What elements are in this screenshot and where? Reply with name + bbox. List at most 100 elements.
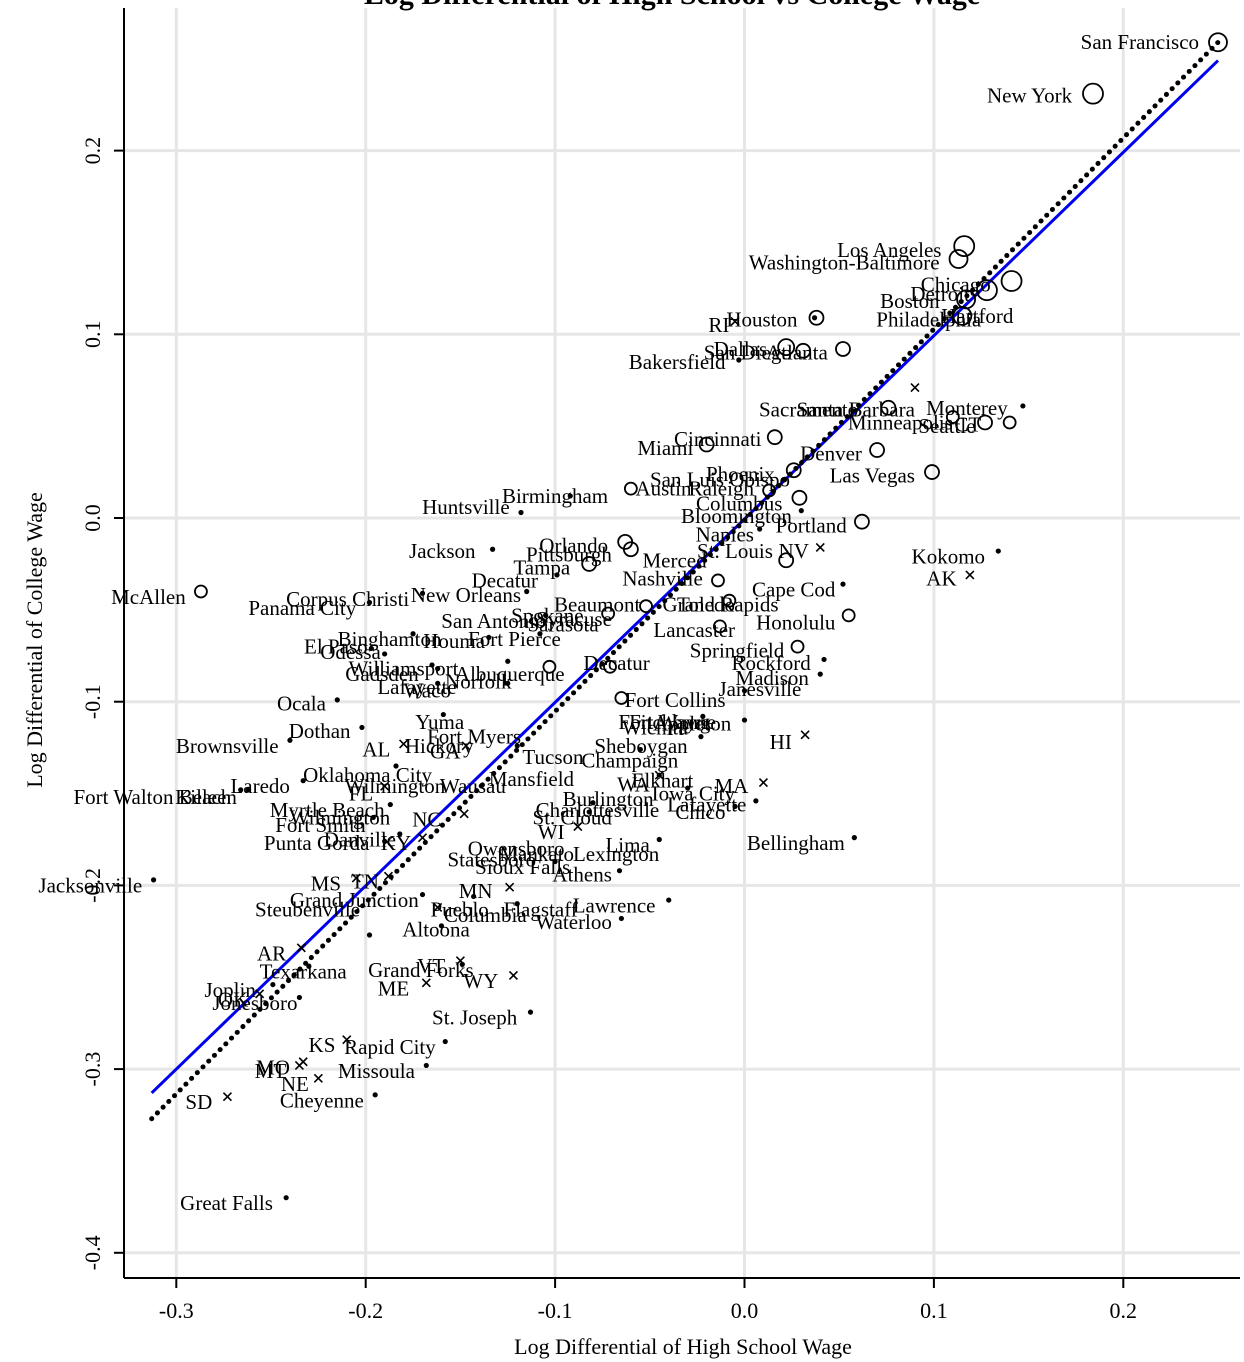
city-label: MA [714, 774, 749, 798]
dot-marker [366, 932, 373, 938]
city-label: Huntsville [422, 495, 510, 519]
city-label: Wausau [440, 774, 506, 798]
dot-marker [505, 658, 511, 664]
city-label: Appleton [653, 712, 732, 736]
city-label: San Luis Obispo [650, 467, 790, 491]
dot-marker [368, 645, 374, 652]
x-marker [815, 542, 825, 552]
dot-marker [300, 778, 306, 784]
dot-marker [393, 763, 399, 769]
city-label: Joplin [205, 978, 257, 1002]
city-label: Missoula [338, 1059, 416, 1083]
dot-marker [419, 590, 426, 596]
circle-marker [976, 279, 998, 302]
city-label: Cape Cod [752, 578, 836, 602]
city-label: Chicago [921, 273, 991, 297]
x-marker [459, 809, 469, 819]
city-label: Danville [324, 827, 396, 851]
dot-marker [821, 656, 827, 663]
city-labels: San Francisco New York Los AngelesWashingt… [38, 30, 1199, 1215]
x-marker [313, 1073, 323, 1083]
dot-marker [713, 546, 719, 552]
dot-marker [552, 858, 558, 865]
city-label: Wilmington [290, 805, 391, 829]
dot-marker [736, 357, 742, 363]
city-label: Owensboro [468, 837, 565, 861]
dot-marker [656, 836, 662, 843]
city-label: Las Vegas [830, 464, 915, 488]
city-label: Elkhart [632, 769, 694, 793]
city-label: FL [349, 782, 374, 806]
city-label: Fitchburg [629, 710, 711, 734]
dot-marker [442, 1038, 448, 1045]
city-label: OK [218, 987, 248, 1011]
x-marker [222, 1092, 233, 1102]
circle-marker [808, 309, 825, 326]
city-label: Grand Rapids [663, 592, 779, 616]
circle-marker [542, 659, 557, 674]
dot-marker [505, 680, 511, 686]
y-axis-label: Log Differential of College Wage [22, 492, 47, 788]
chart-title: Log Differential of High School vs Colle… [364, 0, 980, 11]
dot-marker [518, 509, 524, 516]
dot-marker [741, 717, 748, 723]
city-label: Wilmington [345, 774, 446, 798]
x-marker [461, 741, 471, 751]
city-label: St. Louis [697, 539, 773, 563]
circle-marker [766, 429, 783, 446]
dot-marker [753, 798, 759, 804]
city-label: Washington-Baltimore [749, 251, 940, 275]
x-tick-label: 0.0 [731, 1298, 759, 1323]
city-label: Nashville [622, 567, 702, 591]
city-label: Fort Collins [625, 688, 726, 712]
circle-marker [841, 608, 856, 623]
city-label: MN [459, 879, 493, 903]
fit-line [150, 59, 1220, 1095]
city-label: Pittsburgh [526, 543, 612, 567]
city-label: Madison [735, 666, 809, 690]
circle-marker [953, 235, 976, 258]
x-marker [573, 822, 583, 832]
dot-marker [700, 713, 706, 719]
city-label: AK [926, 567, 956, 591]
dot-marker [440, 711, 446, 718]
city-label: San Diego [704, 341, 792, 365]
dot-marker [798, 508, 804, 514]
dot-marker [586, 809, 592, 815]
city-label: Corpus Christi [286, 587, 409, 611]
circle-marker [712, 619, 727, 634]
x-marker [433, 902, 443, 913]
city-label: Gadsden [345, 662, 419, 686]
city-label: Bloomington [681, 504, 792, 528]
x-tick-label: -0.2 [348, 1298, 383, 1323]
city-label: Mankato [499, 842, 574, 866]
dot-marker [387, 801, 393, 808]
city-label: San Antonio [441, 609, 545, 633]
city-label: NC [412, 807, 441, 831]
city-label: Waterloo [535, 910, 611, 934]
dot-marker [757, 526, 763, 532]
dot-marker [419, 891, 426, 898]
dot-marker [245, 787, 251, 793]
city-label: WI [538, 820, 565, 844]
city-label: Ocala [277, 692, 327, 716]
city-label: Honolulu [756, 611, 836, 635]
circle-marker [790, 639, 805, 654]
dot-marker [637, 746, 643, 753]
circle-marker [1000, 270, 1023, 292]
city-label: Tampa [513, 556, 571, 580]
city-label: Great Falls [180, 1191, 273, 1215]
city-label: Yuma [415, 710, 465, 734]
city-label: Binghamton [338, 627, 442, 651]
city-label: NE [281, 1072, 309, 1096]
city-label: Denver [800, 442, 862, 466]
axes [123, 8, 1240, 1279]
city-label: Lexington [573, 842, 660, 866]
city-label: Lafayette [667, 793, 746, 817]
x-marker [296, 943, 306, 953]
city-label: Decatur [472, 568, 538, 592]
circle-marker [880, 399, 897, 416]
x-marker [342, 1035, 352, 1045]
city-label: Hartford [941, 304, 1014, 328]
